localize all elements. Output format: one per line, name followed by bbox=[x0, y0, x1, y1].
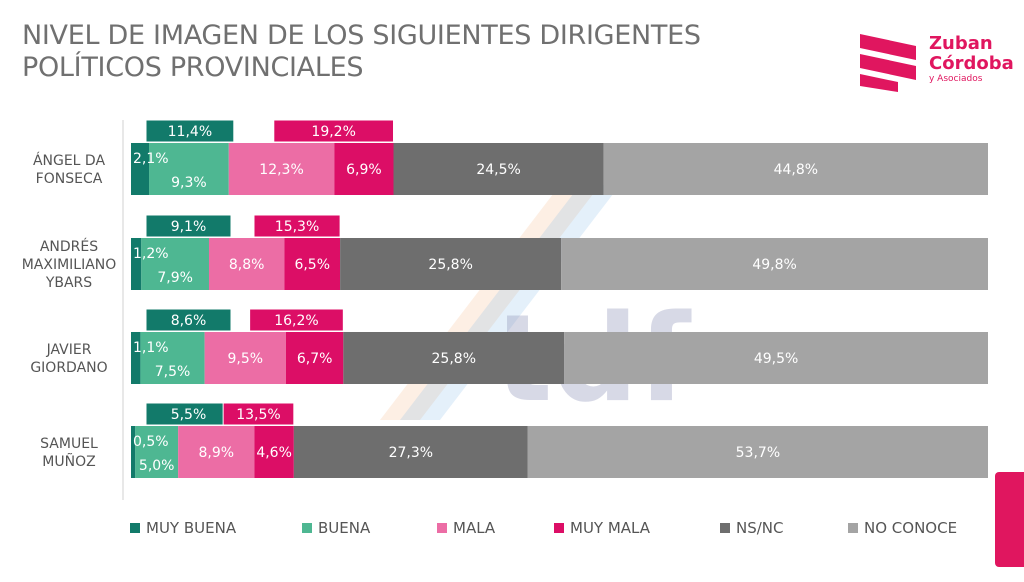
data-label: 25,8% bbox=[428, 257, 472, 273]
chart-title: NIVEL DE IMAGEN DE LOS SIGUIENTES DIRIGE… bbox=[22, 20, 701, 84]
bar-segment bbox=[131, 143, 150, 195]
bar-segment bbox=[527, 426, 988, 478]
positive-total-label: 8,6% bbox=[171, 313, 207, 329]
category-label: GIORDANO bbox=[30, 360, 107, 376]
data-label: 6,9% bbox=[346, 162, 382, 178]
positive-total-label: 5,5% bbox=[171, 407, 207, 423]
title-line-2: POLÍTICOS PROVINCIALES bbox=[22, 52, 364, 83]
bar-segment bbox=[603, 143, 988, 195]
bar-segment bbox=[140, 332, 205, 384]
logo-line-3: y Asociados bbox=[929, 74, 983, 84]
data-label: 7,9% bbox=[157, 270, 193, 286]
negative-total-box bbox=[273, 119, 395, 143]
legend-swatch bbox=[437, 523, 447, 533]
negative-total-box bbox=[222, 402, 295, 426]
data-label: 24,5% bbox=[476, 162, 520, 178]
data-label: 5,0% bbox=[139, 458, 175, 474]
bar-segment bbox=[131, 332, 141, 384]
category-label: SAMUEL bbox=[40, 436, 98, 452]
logo-wordmark: Zuban Córdoba y Asociados bbox=[929, 34, 1014, 85]
bar-segment bbox=[334, 143, 394, 195]
category-label: FONSECA bbox=[36, 171, 103, 187]
negative-total-box bbox=[249, 308, 344, 332]
bar-segment bbox=[393, 143, 604, 195]
negative-total-label: 15,3% bbox=[275, 219, 319, 235]
data-label: 12,3% bbox=[259, 162, 303, 178]
category-label: YBARS bbox=[45, 275, 92, 291]
category-label: ÁNGEL DA bbox=[33, 152, 106, 169]
legend-swatch bbox=[554, 523, 564, 533]
logo-line-1: Zuban bbox=[929, 33, 993, 54]
zuban-cordoba-logo-icon bbox=[860, 34, 916, 92]
legend-label: BUENA bbox=[318, 519, 371, 537]
data-label: 7,5% bbox=[155, 364, 191, 380]
data-label: 27,3% bbox=[389, 445, 433, 461]
legend-swatch bbox=[720, 523, 730, 533]
data-label: 25,8% bbox=[432, 351, 476, 367]
positive-total-box bbox=[145, 214, 232, 238]
data-label: 8,9% bbox=[198, 445, 234, 461]
category-label: JAVIER bbox=[46, 342, 92, 358]
data-label: 0,5% bbox=[133, 434, 169, 450]
bar-segment bbox=[228, 143, 335, 195]
data-label: 53,7% bbox=[736, 445, 780, 461]
logo-line-2: Córdoba bbox=[929, 53, 1014, 74]
legend-label: NS/NC bbox=[736, 519, 784, 537]
positive-total-box bbox=[145, 308, 232, 332]
bar-segment bbox=[285, 332, 344, 384]
title-line-1: NIVEL DE IMAGEN DE LOS SIGUIENTES DIRIGE… bbox=[22, 20, 701, 51]
legend-label: MUY MALA bbox=[570, 519, 651, 537]
positive-total-label: 9,1% bbox=[171, 219, 207, 235]
bar-segment bbox=[204, 332, 286, 384]
negative-total-box bbox=[253, 214, 341, 238]
negative-total-label: 16,2% bbox=[274, 313, 318, 329]
data-label: 49,5% bbox=[754, 351, 798, 367]
bar-segment bbox=[178, 426, 255, 478]
legend-label: NO CONOCE bbox=[864, 519, 957, 537]
watermark: tdf bbox=[380, 185, 692, 429]
data-label: 1,1% bbox=[133, 340, 169, 356]
bar-segment bbox=[141, 238, 209, 290]
legend-label: MALA bbox=[453, 519, 496, 537]
bar-segment bbox=[293, 426, 528, 478]
legend-swatch bbox=[302, 523, 312, 533]
category-label: ANDRÉS bbox=[40, 238, 98, 255]
data-label: 9,3% bbox=[171, 175, 207, 191]
decorative-tab bbox=[995, 472, 1024, 567]
bar-segment bbox=[208, 238, 285, 290]
bar-segment bbox=[131, 426, 136, 478]
data-label: 9,5% bbox=[228, 351, 264, 367]
data-label: 6,5% bbox=[294, 257, 330, 273]
bar-segment bbox=[564, 332, 988, 384]
data-label: 44,8% bbox=[774, 162, 818, 178]
data-label: 49,8% bbox=[752, 257, 796, 273]
bar-segment bbox=[149, 143, 229, 195]
negative-total-label: 13,5% bbox=[236, 407, 280, 423]
bar-segment bbox=[135, 426, 179, 478]
positive-total-label: 11,4% bbox=[168, 124, 212, 140]
legend-swatch bbox=[848, 523, 858, 533]
data-label: 6,7% bbox=[297, 351, 333, 367]
data-label: 2,1% bbox=[133, 151, 169, 167]
bar-segment bbox=[284, 238, 341, 290]
bar-segment bbox=[343, 332, 565, 384]
data-label: 8,8% bbox=[229, 257, 265, 273]
legend-label: MUY BUENA bbox=[146, 519, 237, 537]
positive-total-box bbox=[145, 119, 235, 143]
data-label: 4,6% bbox=[256, 445, 292, 461]
bar-segment bbox=[131, 238, 142, 290]
negative-total-label: 19,2% bbox=[311, 124, 355, 140]
category-label: MUÑOZ bbox=[42, 453, 95, 470]
bar-segment bbox=[340, 238, 562, 290]
category-label: MAXIMILIANO bbox=[22, 257, 117, 273]
data-label: 1,2% bbox=[133, 246, 169, 262]
bar-segment bbox=[561, 238, 988, 290]
bar-segment bbox=[254, 426, 294, 478]
legend-swatch bbox=[130, 523, 140, 533]
